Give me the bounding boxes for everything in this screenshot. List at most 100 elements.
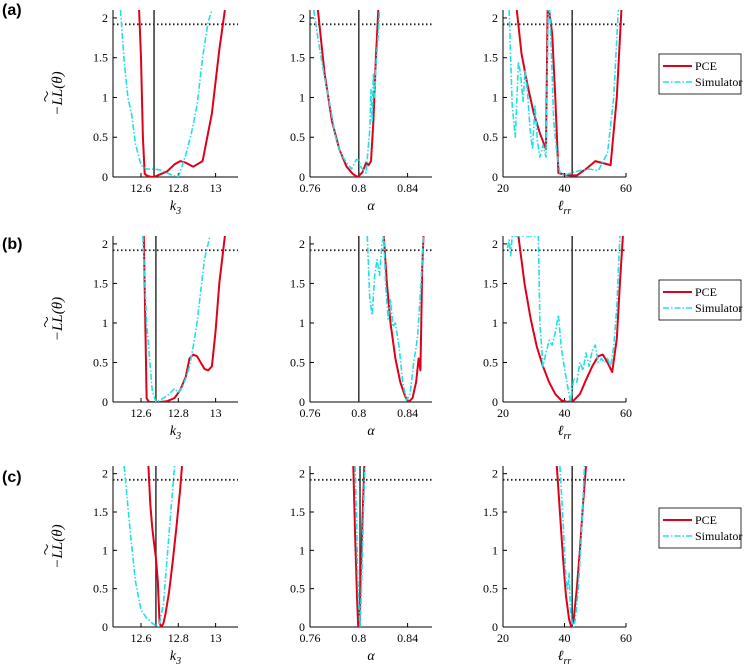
series-line-simulator	[366, 236, 425, 402]
series-line-simulator	[506, 236, 621, 402]
y-tick-label: 0.5	[93, 130, 108, 144]
y-tick-label: 0.5	[290, 130, 305, 144]
series-line-pce	[142, 236, 226, 402]
y-tick-label: 0.5	[483, 130, 498, 144]
y-tick-label: 2	[299, 11, 305, 25]
plot-area	[310, 236, 432, 402]
legend: PCE Simulator	[658, 53, 742, 95]
y-tick-label: 1	[102, 543, 108, 557]
tilde-mark	[44, 316, 48, 328]
plot-area	[113, 10, 238, 177]
legend-label-pce: PCE	[695, 285, 717, 299]
x-tick-label: 0.76	[300, 181, 321, 195]
series-line-pce	[138, 10, 226, 177]
legend-label-simulator: Simulator	[695, 529, 742, 543]
legends: PCE Simulator PCE Simulator PCE Simulator	[658, 53, 742, 549]
x-axis-label: ℓrr	[558, 649, 572, 667]
subplots: 0 0.5 1 1.5 2 12.6 12.8 13 k3 0 0.5 1 1.5 2 0.76 0.8 0.8…	[44, 10, 632, 667]
y-tick-label: 1.5	[483, 276, 498, 290]
y-tick-label: 1.5	[483, 51, 498, 65]
y-tick-label: 1.5	[93, 51, 108, 65]
legend-label-simulator: Simulator	[695, 75, 742, 89]
y-tick-label: 2	[299, 237, 305, 251]
series-line-simulator	[559, 466, 586, 627]
legend: PCE Simulator	[658, 507, 742, 549]
legend-box	[658, 279, 742, 321]
x-tick-label: 20	[497, 181, 509, 195]
y-tick-label: 0.5	[290, 582, 305, 596]
y-axis-label: −LL(θ)	[50, 524, 66, 568]
x-tick-label: 12.6	[130, 181, 151, 195]
legend-label-pce: PCE	[695, 59, 717, 73]
x-tick-label: 12.8	[168, 406, 189, 420]
y-tick-label: 2	[492, 467, 498, 481]
y-tick-label: 2	[492, 237, 498, 251]
x-tick-label: 20	[497, 406, 509, 420]
y-tick-label: 1.5	[93, 276, 108, 290]
legend-box	[658, 53, 742, 95]
x-tick-label: 12.8	[168, 181, 189, 195]
y-tick-label: 0	[299, 170, 305, 184]
y-tick-label: 0	[102, 620, 108, 634]
plot-area	[310, 466, 432, 627]
y-tick-label: 0	[492, 620, 498, 634]
x-axis-label: α	[367, 424, 375, 439]
y-tick-label: 1	[492, 316, 498, 330]
y-tick-label: 0	[299, 620, 305, 634]
series-line-simulator	[119, 10, 213, 177]
y-tick-label: 2	[492, 11, 498, 25]
x-tick-label: 0.76	[300, 406, 321, 420]
plot-area	[113, 466, 238, 627]
series-line-pce	[147, 466, 183, 627]
series-line-simulator	[312, 10, 381, 174]
tilde-mark	[44, 91, 48, 102]
x-tick-label: 40	[559, 631, 571, 645]
series-line-pce	[517, 236, 624, 402]
subplot-5: 0 0.5 1 1.5 2 0.76 0.8 0.84 α	[290, 236, 432, 439]
legend: PCE Simulator	[658, 279, 742, 321]
x-tick-label: 13	[210, 631, 222, 645]
subplot-1: 0 0.5 1 1.5 2 12.6 12.8 13 k3	[93, 10, 238, 217]
y-tick-label: 0.5	[93, 355, 108, 369]
x-tick-label: 12.6	[130, 631, 151, 645]
tilde-mark	[44, 544, 48, 555]
legend-label-simulator: Simulator	[695, 301, 742, 315]
subplot-4: 0 0.5 1 1.5 2 12.6 12.8 13 k3	[93, 236, 238, 442]
series-line-simulator	[123, 466, 176, 627]
x-tick-label: 60	[620, 181, 632, 195]
y-tick-label: 0.5	[483, 355, 498, 369]
y-tick-label: 0	[299, 395, 305, 409]
y-axis-label: −LL(θ)	[50, 297, 66, 341]
series-line-pce	[515, 10, 623, 177]
subplot-8: 0 0.5 1 1.5 2 0.76 0.8 0.84 α	[290, 466, 432, 664]
subplot-7: 0 0.5 1 1.5 2 12.6 12.8 13 k3	[93, 466, 238, 667]
x-axis-label: α	[367, 199, 375, 214]
y-tick-label: 2	[102, 237, 108, 251]
x-axis-label: k3	[170, 649, 181, 667]
plot-area	[503, 466, 626, 627]
x-tick-label: 12.8	[168, 631, 189, 645]
y-tick-label: 0.5	[290, 355, 305, 369]
plot-area	[503, 236, 626, 402]
y-tick-label: 1.5	[290, 276, 305, 290]
x-tick-label: 0.8	[351, 631, 366, 645]
panel-label-a: (a)	[2, 2, 22, 19]
y-tick-label: 0	[492, 170, 498, 184]
series-line-simulator	[354, 466, 366, 627]
y-tick-label: 1.5	[483, 505, 498, 519]
x-tick-label: 13	[210, 181, 222, 195]
x-tick-label: 20	[497, 631, 509, 645]
series-line-simulator	[508, 10, 620, 177]
y-tick-label: 1	[492, 543, 498, 557]
y-tick-label: 1	[299, 316, 305, 330]
y-tick-label: 0	[492, 395, 498, 409]
x-tick-label: 40	[559, 406, 571, 420]
x-axis-label: α	[367, 649, 375, 664]
y-tick-label: 0.5	[483, 582, 498, 596]
x-tick-label: 60	[620, 631, 632, 645]
subplot-3: 0 0.5 1 1.5 2 20 40 60 ℓrr	[483, 10, 632, 217]
x-tick-label: 13	[210, 406, 222, 420]
x-axis-label: ℓrr	[558, 199, 572, 217]
subplot-9: 0 0.5 1 1.5 2 20 40 60 ℓrr	[483, 466, 632, 667]
